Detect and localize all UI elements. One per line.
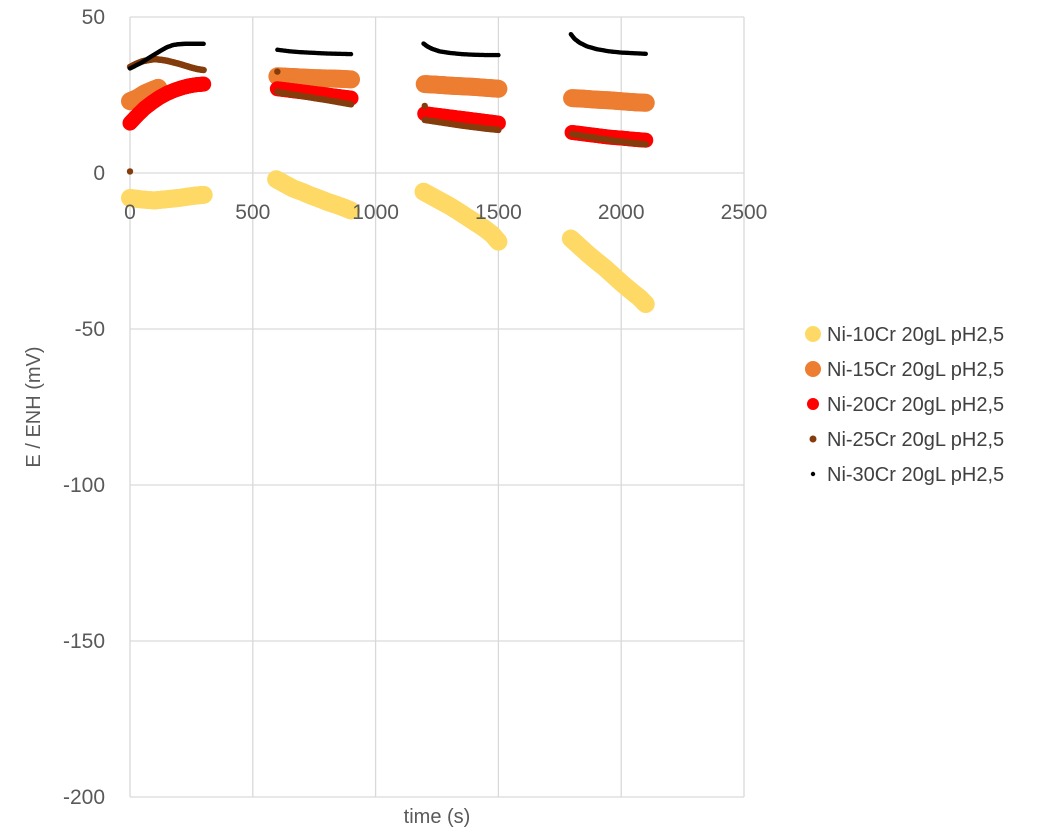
x-tick-label: 500 [235, 201, 270, 224]
y-tick-label: -200 [63, 786, 105, 809]
x-axis-title: time (s) [404, 806, 471, 828]
x-tick-label: 0 [124, 201, 136, 224]
legend-item: Ni-25Cr 20gL pH2,5 [809, 429, 1004, 451]
data-point [489, 79, 508, 98]
data-point [342, 201, 361, 220]
legend-label: Ni-10Cr 20gL pH2,5 [827, 324, 1004, 346]
legend-label: Ni-20Cr 20gL pH2,5 [827, 394, 1004, 416]
data-point [274, 68, 281, 75]
data-point [200, 66, 207, 74]
data-point [489, 232, 508, 251]
data-point [496, 52, 501, 58]
legend-item: Ni-10Cr 20gL pH2,5 [805, 324, 1004, 346]
legend-label: Ni-25Cr 20gL pH2,5 [827, 429, 1004, 451]
data-point [643, 51, 648, 57]
data-point [636, 295, 655, 314]
x-tick-label: 1500 [475, 201, 522, 224]
y-tick-label: 50 [82, 6, 105, 29]
data-point [194, 185, 213, 204]
data-point [196, 76, 212, 92]
plot-area [121, 31, 655, 314]
legend-label: Ni-15Cr 20gL pH2,5 [827, 359, 1004, 381]
data-point [348, 51, 354, 57]
legend-marker [805, 361, 821, 377]
legend-label: Ni-30Cr 20gL pH2,5 [827, 464, 1004, 486]
legend-marker [805, 326, 821, 342]
legend-marker [807, 398, 819, 410]
y-tick-label: -50 [75, 318, 105, 341]
data-point [495, 126, 502, 134]
x-tick-label: 2500 [721, 201, 768, 224]
legend-marker [810, 471, 816, 477]
data-point [126, 168, 134, 175]
series-1 [121, 170, 655, 314]
legend-item: Ni-20Cr 20gL pH2,5 [807, 394, 1004, 416]
x-tick-label: 1000 [352, 201, 399, 224]
data-point [347, 101, 355, 108]
series-2 [121, 67, 655, 112]
y-tick-label: -100 [63, 474, 105, 497]
data-point [636, 93, 655, 112]
series-5 [127, 31, 648, 71]
x-tick-label: 2000 [598, 201, 645, 224]
series-4 [126, 55, 649, 175]
legend-item: Ni-30Cr 20gL pH2,5 [810, 464, 1004, 486]
legend-item: Ni-15Cr 20gL pH2,5 [805, 359, 1004, 381]
data-point [201, 41, 206, 47]
legend: Ni-10Cr 20gL pH2,5 Ni-15Cr 20gL pH2,5 Ni-2… [805, 324, 1004, 486]
y-tick-label: -150 [63, 630, 105, 653]
data-point [642, 141, 649, 148]
y-tick-label: 0 [93, 162, 105, 185]
y-axis-title: E / ENH (mV) [23, 346, 45, 467]
legend-marker [809, 435, 817, 443]
data-point [342, 70, 361, 89]
data-point [421, 102, 428, 110]
gridlines [129, 16, 745, 798]
